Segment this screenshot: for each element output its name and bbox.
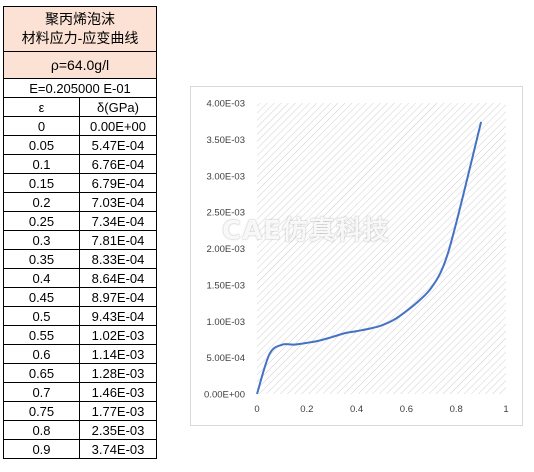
stress-cell[interactable]: 1.77E-03 <box>78 401 158 421</box>
table-row: 0.05 5.47E-04 <box>3 135 158 155</box>
strain-cell[interactable]: 0.5 <box>3 306 80 326</box>
table-title-line1: 聚丙烯泡沫 <box>45 11 115 27</box>
y-tick-label: 2.50E-03 <box>206 208 245 219</box>
y-tick-label: 3.50E-03 <box>206 135 245 146</box>
stress-cell[interactable]: 6.76E-04 <box>78 154 158 174</box>
table-row: 0.45 8.97E-04 <box>3 287 158 307</box>
x-tick-label: 0 <box>254 404 259 415</box>
stress-cell[interactable]: 6.79E-04 <box>78 173 158 193</box>
table-title-cell[interactable]: 聚丙烯泡沫 材料应力-应变曲线 <box>2 6 158 52</box>
table-row: 0.25 7.34E-04 <box>3 211 158 231</box>
density-cell[interactable]: ρ=64.0g/l <box>2 51 158 79</box>
table-row: 0.75 1.77E-03 <box>3 401 158 421</box>
header-strain-cell[interactable]: ε <box>3 97 80 117</box>
stress-cell[interactable]: 8.64E-04 <box>78 268 158 288</box>
stress-cell[interactable]: 8.97E-04 <box>78 287 158 307</box>
strain-cell[interactable]: 0.75 <box>3 401 80 421</box>
strain-cell[interactable]: 0.9 <box>3 439 80 459</box>
modulus-row: E=0.205000 E-01 <box>2 78 158 98</box>
stress-cell[interactable]: 7.34E-04 <box>78 211 158 231</box>
table-row: 0.4 8.64E-04 <box>3 268 158 288</box>
y-tick-label: 2.00E-03 <box>206 244 245 255</box>
stress-cell[interactable]: 7.81E-04 <box>78 230 158 250</box>
table-title-row: 聚丙烯泡沫 材料应力-应变曲线 <box>2 6 158 52</box>
y-tick-label: 4.00E-03 <box>206 99 245 110</box>
y-tick-label: 0.00E+00 <box>204 390 245 401</box>
table-row: 0.2 7.03E-04 <box>3 192 158 212</box>
strain-cell[interactable]: 0.2 <box>3 192 80 212</box>
stress-cell[interactable]: 1.46E-03 <box>78 382 158 402</box>
strain-cell[interactable]: 0.45 <box>3 287 80 307</box>
stress-strain-chart: 0.00E+00 5.00E-04 1.00E-03 1.50E-03 2.00E-03… <box>204 99 509 416</box>
table-row: 0.7 1.46E-03 <box>3 382 158 402</box>
header-stress-cell[interactable]: δ(GPa) <box>78 97 158 117</box>
x-tick-label: 0.4 <box>350 404 363 415</box>
stress-strain-table: 聚丙烯泡沫 材料应力-应变曲线 ρ=64.0g/l E=0.205000 E-0… <box>2 6 158 459</box>
series-line[interactable] <box>256 121 483 395</box>
strain-cell[interactable]: 0.25 <box>3 211 80 231</box>
stress-cell[interactable]: 8.33E-04 <box>78 249 158 269</box>
x-tick-label: 0.8 <box>450 404 463 415</box>
strain-cell[interactable]: 0 <box>3 116 80 136</box>
y-tick-label: 3.00E-03 <box>206 171 245 182</box>
x-tick-label: 0.6 <box>400 404 413 415</box>
stress-cell[interactable]: 7.03E-04 <box>78 192 158 212</box>
strain-cell[interactable]: 0.3 <box>3 230 80 250</box>
table-row: 0.5 9.43E-04 <box>3 306 158 326</box>
strain-cell[interactable]: 0.65 <box>3 363 80 383</box>
stress-cell[interactable]: 9.43E-04 <box>78 306 158 326</box>
table-title-line2: 材料应力-应变曲线 <box>21 30 139 46</box>
table-row: 0.65 1.28E-03 <box>3 363 158 383</box>
table-header-row: ε δ(GPa) <box>3 97 158 117</box>
stress-cell[interactable]: 0.00E+00 <box>78 116 158 136</box>
stress-cell[interactable]: 1.14E-03 <box>78 344 158 364</box>
table-row: 0.8 2.35E-03 <box>3 420 158 440</box>
table-row: 0.3 7.81E-04 <box>3 230 158 250</box>
table-row: 0.35 8.33E-04 <box>3 249 158 269</box>
table-row: 0.6 1.14E-03 <box>3 344 158 364</box>
stress-cell[interactable]: 3.74E-03 <box>78 439 158 459</box>
table-row: 0.15 6.79E-04 <box>3 173 158 193</box>
stress-cell[interactable]: 5.47E-04 <box>78 135 158 155</box>
plot-area-background <box>257 103 506 394</box>
strain-cell[interactable]: 0.7 <box>3 382 80 402</box>
y-tick-label: 1.50E-03 <box>206 280 245 291</box>
modulus-cell[interactable]: E=0.205000 E-01 <box>2 78 158 98</box>
x-tick-label: 0.2 <box>300 404 313 415</box>
table-row: 0.55 1.02E-03 <box>3 325 158 345</box>
y-tick-label: 5.00E-04 <box>206 353 245 364</box>
table-row: 0.9 3.74E-03 <box>3 439 158 459</box>
stress-cell[interactable]: 1.02E-03 <box>78 325 158 345</box>
strain-cell[interactable]: 0.55 <box>3 325 80 345</box>
strain-cell[interactable]: 0.1 <box>3 154 80 174</box>
stress-cell[interactable]: 2.35E-03 <box>78 420 158 440</box>
chart-area[interactable]: 0.00E+00 5.00E-04 1.00E-03 1.50E-03 2.00E-03… <box>190 86 523 426</box>
strain-cell[interactable]: 0.05 <box>3 135 80 155</box>
y-tick-label: 1.00E-03 <box>206 317 245 328</box>
x-axis: 0 0.2 0.4 0.6 0.8 1 <box>254 404 508 415</box>
table-row: 0 0.00E+00 <box>3 116 158 136</box>
strain-cell[interactable]: 0.4 <box>3 268 80 288</box>
strain-cell[interactable]: 0.35 <box>3 249 80 269</box>
x-tick-label: 1 <box>503 404 508 415</box>
stress-cell[interactable]: 1.28E-03 <box>78 363 158 383</box>
density-row: ρ=64.0g/l <box>2 51 158 79</box>
strain-cell[interactable]: 0.6 <box>3 344 80 364</box>
strain-cell[interactable]: 0.15 <box>3 173 80 193</box>
y-axis: 0.00E+00 5.00E-04 1.00E-03 1.50E-03 2.00E-03… <box>204 99 245 401</box>
strain-cell[interactable]: 0.8 <box>3 420 80 440</box>
table-row: 0.1 6.76E-04 <box>3 154 158 174</box>
